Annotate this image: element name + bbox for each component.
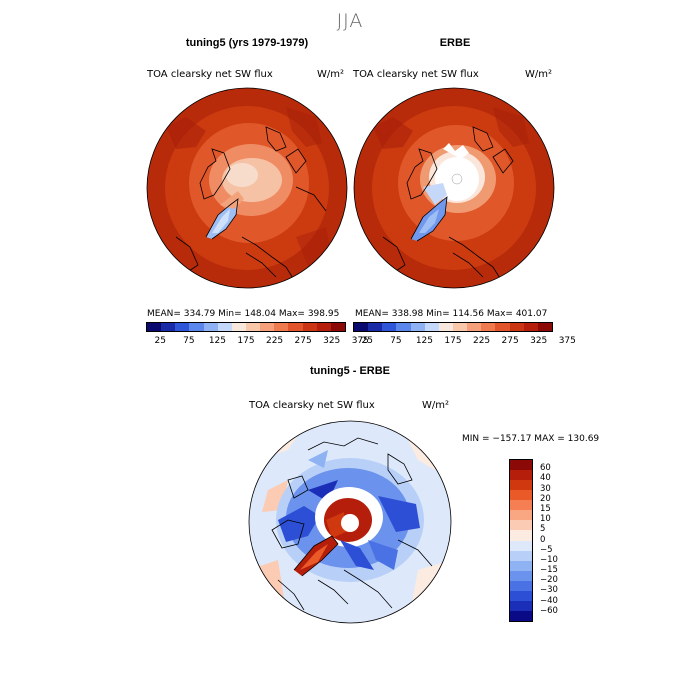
colorbar-swatch bbox=[424, 323, 439, 331]
diff-colorbar-swatch bbox=[510, 500, 532, 511]
colorbar-swatch bbox=[175, 323, 190, 331]
diff-colorbar-label: 30 bbox=[540, 483, 551, 494]
diff-colorbar-swatch bbox=[510, 480, 532, 491]
colorbar-swatch bbox=[217, 323, 232, 331]
right-colorbar bbox=[353, 322, 553, 332]
colorbar-tick-label: 175 bbox=[444, 336, 462, 346]
diff-colorbar-label: 10 bbox=[540, 514, 551, 525]
diff-colorbar-swatch bbox=[510, 550, 532, 561]
diff-colorbar-label: 20 bbox=[540, 493, 551, 504]
colorbar-tick-label: 75 bbox=[183, 336, 195, 346]
diff-colorbar-label: −20 bbox=[540, 575, 558, 586]
colorbar-tick-label: 275 bbox=[294, 336, 312, 346]
diff-colorbar-label: −40 bbox=[540, 595, 558, 606]
colorbar-swatch bbox=[410, 323, 425, 331]
colorbar-swatch bbox=[203, 323, 218, 331]
colorbar-tick-label: 375 bbox=[558, 336, 576, 346]
diff-colorbar-swatch bbox=[510, 610, 532, 621]
colorbar-swatch bbox=[354, 323, 369, 331]
colorbar-swatch bbox=[274, 323, 289, 331]
colorbar-swatch bbox=[452, 323, 468, 331]
diff-colorbar-swatch bbox=[510, 470, 532, 481]
right-panel-stats: MEAN= 338.98 Min= 114.56 Max= 401.07 bbox=[355, 309, 548, 319]
diff-colorbar-label: −30 bbox=[540, 585, 558, 596]
colorbar-swatch bbox=[495, 323, 510, 331]
colorbar-tick-label: 125 bbox=[208, 336, 227, 346]
colorbar-swatch bbox=[189, 323, 204, 331]
colorbar-swatch bbox=[288, 323, 303, 331]
colorbar-swatch bbox=[509, 323, 524, 331]
colorbar-tick-label: 275 bbox=[501, 336, 519, 346]
diff-panel-subtitle: TOA clearsky net SW flux bbox=[249, 400, 375, 411]
colorbar-swatch bbox=[481, 323, 496, 331]
colorbar-swatch bbox=[368, 323, 383, 331]
diff-colorbar-label: 15 bbox=[540, 503, 551, 514]
diff-colorbar-swatch bbox=[510, 530, 532, 541]
diff-polar-map bbox=[248, 420, 452, 624]
diff-panel-stats: MIN = −157.17 MAX = 130.69 bbox=[462, 434, 600, 444]
colorbar-swatch bbox=[438, 323, 453, 331]
left-colorbar bbox=[146, 322, 346, 332]
diff-panel-unit: W/m² bbox=[422, 400, 450, 411]
colorbar-swatch bbox=[161, 323, 176, 331]
colorbar-swatch bbox=[330, 323, 345, 331]
left-panel-stats: MEAN= 334.79 Min= 148.04 Max= 398.95 bbox=[147, 309, 340, 319]
diff-colorbar-swatch bbox=[510, 580, 532, 591]
colorbar-tick-label: 225 bbox=[265, 336, 284, 346]
right-polar-map bbox=[353, 87, 555, 289]
diff-colorbar-labels: 60 40 30 20 15 10 5 0 −5 −10 −15 −20 −30 −40 −60 bbox=[540, 463, 580, 623]
diff-colorbar-label: 60 bbox=[540, 463, 551, 474]
colorbar-swatch bbox=[147, 323, 162, 331]
colorbar-tick-label: 375 bbox=[351, 336, 369, 346]
diff-colorbar-swatch bbox=[510, 510, 532, 521]
left-polar-map bbox=[146, 87, 348, 289]
colorbar-tick-label: 125 bbox=[415, 336, 434, 346]
colorbar-tick-label: 25 bbox=[154, 336, 166, 346]
diff-colorbar-label: −15 bbox=[540, 565, 558, 576]
colorbar-swatch bbox=[382, 323, 397, 331]
colorbar-tick-label: 325 bbox=[530, 336, 548, 346]
right-colorbar-ticks: 25 75 125 175 225 275 325 375 bbox=[353, 336, 576, 348]
diff-colorbar-swatch bbox=[510, 490, 532, 501]
diff-colorbar-label: 0 bbox=[540, 534, 546, 545]
diff-colorbar-label: 40 bbox=[540, 473, 551, 484]
diff-colorbar-swatch bbox=[510, 590, 532, 601]
left-panel-unit: W/m² bbox=[317, 69, 345, 80]
left-panel-title: tuning5 (yrs 1979-1979) bbox=[185, 37, 309, 49]
diff-colorbar-swatch bbox=[510, 540, 532, 551]
colorbar-swatch bbox=[302, 323, 317, 331]
colorbar-tick-label: 225 bbox=[472, 336, 491, 346]
right-panel-title: ERBE bbox=[439, 37, 471, 49]
diff-colorbar bbox=[509, 459, 533, 622]
diff-colorbar-swatch bbox=[510, 570, 532, 581]
diff-panel-title: tuning5 - ERBE bbox=[309, 365, 391, 377]
season-title: JJA bbox=[336, 10, 364, 32]
colorbar-swatch bbox=[467, 323, 482, 331]
colorbar-tick-label: 75 bbox=[390, 336, 402, 346]
colorbar-tick-label: 325 bbox=[323, 336, 341, 346]
colorbar-tick-label: 175 bbox=[237, 336, 255, 346]
diff-colorbar-label: −60 bbox=[540, 605, 558, 616]
colorbar-swatch bbox=[231, 323, 246, 331]
diff-colorbar-swatch bbox=[510, 560, 532, 571]
left-panel-subtitle: TOA clearsky net SW flux bbox=[147, 69, 273, 80]
diff-colorbar-label: −10 bbox=[540, 554, 558, 565]
diff-colorbar-swatch bbox=[510, 460, 532, 471]
diff-colorbar-swatch bbox=[510, 520, 532, 531]
right-panel-unit: W/m² bbox=[525, 69, 553, 80]
right-panel-subtitle: TOA clearsky net SW flux bbox=[353, 69, 479, 80]
diff-colorbar-swatch bbox=[510, 600, 532, 611]
colorbar-swatch bbox=[260, 323, 275, 331]
colorbar-swatch bbox=[523, 323, 538, 331]
colorbar-tick-label: 25 bbox=[361, 336, 373, 346]
colorbar-swatch bbox=[245, 323, 261, 331]
diff-colorbar-label: −5 bbox=[540, 544, 553, 555]
left-colorbar-ticks: 25 75 125 175 225 275 325 375 bbox=[146, 336, 369, 348]
colorbar-swatch bbox=[396, 323, 411, 331]
colorbar-swatch bbox=[537, 323, 552, 331]
colorbar-swatch bbox=[316, 323, 331, 331]
diff-colorbar-label: 5 bbox=[540, 524, 546, 535]
